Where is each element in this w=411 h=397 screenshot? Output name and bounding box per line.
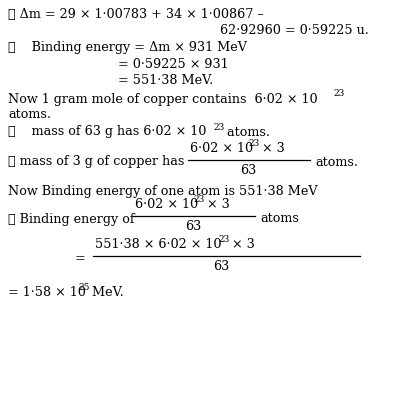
Text: ∴    mass of 63 g has 6·02 × 10: ∴ mass of 63 g has 6·02 × 10 bbox=[8, 125, 206, 139]
Text: 6·02 × 10: 6·02 × 10 bbox=[135, 198, 198, 212]
Text: 25: 25 bbox=[78, 283, 90, 291]
Text: MeV.: MeV. bbox=[88, 285, 124, 299]
Text: 23: 23 bbox=[248, 139, 259, 148]
Text: 23: 23 bbox=[333, 89, 344, 98]
Text: atoms.: atoms. bbox=[223, 125, 270, 139]
Text: × 3: × 3 bbox=[258, 143, 285, 156]
Text: 23: 23 bbox=[218, 235, 229, 245]
Text: Now Binding energy of one atom is 551·38 MeV: Now Binding energy of one atom is 551·38… bbox=[8, 185, 318, 198]
Text: atoms.: atoms. bbox=[8, 108, 51, 121]
Text: ∴ Binding energy of: ∴ Binding energy of bbox=[8, 212, 135, 225]
Text: × 3: × 3 bbox=[203, 198, 230, 212]
Text: = 1·58 × 10: = 1·58 × 10 bbox=[8, 285, 86, 299]
Text: 551·38 × 6·02 × 10: 551·38 × 6·02 × 10 bbox=[95, 239, 222, 252]
Text: = 551·38 MeV.: = 551·38 MeV. bbox=[118, 73, 213, 87]
Text: ∴ Δm = 29 × 1·00783 + 34 × 1·00867 –: ∴ Δm = 29 × 1·00783 + 34 × 1·00867 – bbox=[8, 8, 264, 21]
Text: ∴ mass of 3 g of copper has: ∴ mass of 3 g of copper has bbox=[8, 156, 185, 168]
Text: atoms: atoms bbox=[260, 212, 299, 225]
Text: 63: 63 bbox=[185, 220, 201, 233]
Text: =: = bbox=[75, 252, 86, 266]
Text: Now 1 gram mole of copper contains  6·02 × 10: Now 1 gram mole of copper contains 6·02 … bbox=[8, 93, 318, 106]
Text: × 3: × 3 bbox=[228, 239, 255, 252]
Text: atoms.: atoms. bbox=[315, 156, 358, 168]
Text: 6·02 × 10: 6·02 × 10 bbox=[190, 143, 253, 156]
Text: = 0·59225 × 931: = 0·59225 × 931 bbox=[118, 58, 229, 71]
Text: 63: 63 bbox=[213, 260, 229, 274]
Text: ∴    Binding energy = Δm × 931 MeV: ∴ Binding energy = Δm × 931 MeV bbox=[8, 42, 247, 54]
Text: 23: 23 bbox=[193, 195, 204, 204]
Text: 23: 23 bbox=[213, 123, 224, 131]
Text: 63: 63 bbox=[240, 164, 256, 177]
Text: 62·92960 = 0·59225 u.: 62·92960 = 0·59225 u. bbox=[220, 25, 369, 37]
